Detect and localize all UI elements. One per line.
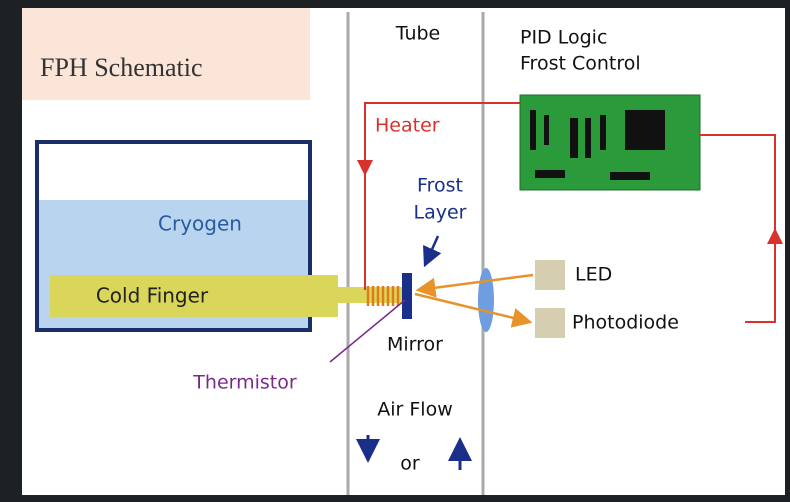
light-path — [415, 273, 534, 298]
cold-finger-label: Cold Finger — [96, 284, 209, 308]
thermistor-line — [329, 299, 406, 363]
frost-label: Layer — [414, 202, 467, 224]
light-path — [414, 292, 533, 328]
photodiode-box — [535, 308, 565, 338]
air-flow-label: Air Flow — [377, 399, 453, 421]
components — [530, 110, 650, 180]
lens — [478, 268, 494, 332]
heater-coil — [366, 286, 400, 306]
frost-arrow — [423, 235, 442, 268]
tube-label: Tube — [395, 23, 441, 45]
cold-finger — [50, 275, 338, 317]
container — [35, 140, 312, 332]
title-box — [22, 8, 310, 100]
mirror-label: Mirror — [387, 334, 443, 356]
frost-label: Frost — [417, 175, 463, 197]
led-label: LED — [575, 264, 612, 286]
pid-label: Frost Control — [520, 53, 641, 75]
heater-wire — [364, 102, 520, 290]
cryogen-label: Cryogen — [158, 212, 242, 236]
pid-label: PID Logic — [520, 27, 607, 49]
thermistor-label: Thermistor — [192, 372, 297, 394]
chip — [625, 110, 665, 150]
led-box — [535, 260, 565, 290]
photodiode-label: Photodiode — [572, 312, 679, 334]
or-label: or — [400, 453, 420, 475]
mirror — [402, 273, 412, 319]
heater-label: Heater — [375, 115, 440, 137]
title: FPH Schematic — [40, 53, 203, 82]
